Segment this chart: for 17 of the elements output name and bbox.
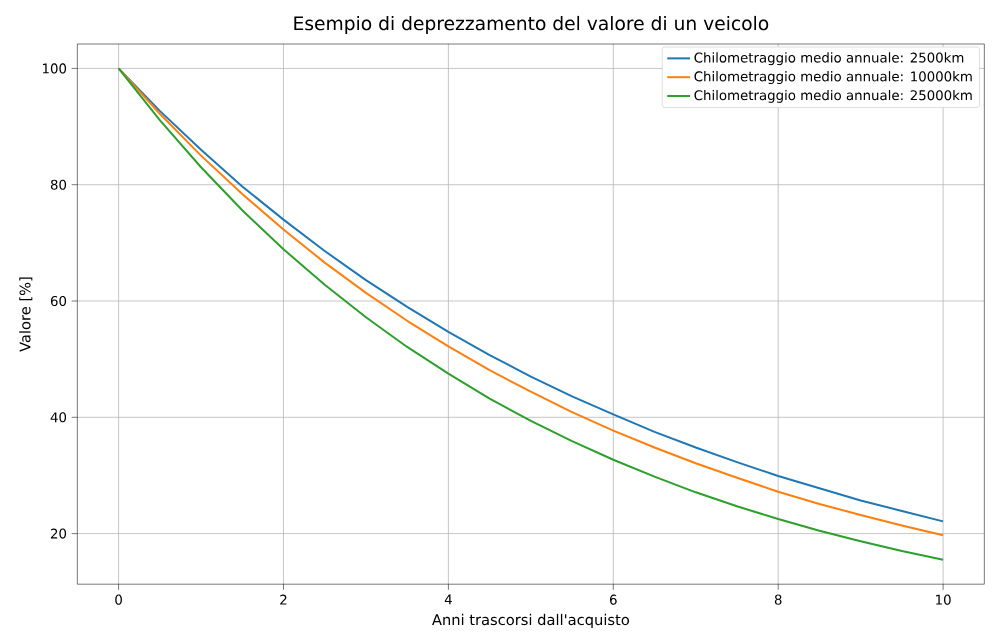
y-tick-label: 20: [50, 528, 67, 539]
legend-label: Chilometraggio medio annuale: 25000km: [694, 89, 972, 103]
y-tick-label: 40: [50, 412, 67, 423]
legend-label: Chilometraggio medio annuale: 2500km: [694, 52, 964, 66]
y-tick-label: 80: [50, 179, 67, 190]
legend-label: Chilometraggio medio annuale: 10000km: [694, 71, 972, 85]
x-axis-title: Anni trascorsi dall'acquisto: [432, 613, 629, 629]
x-tick-label: 8: [774, 594, 782, 605]
x-tick-label: 2: [280, 594, 287, 605]
y-axis-title: Valore [%]: [19, 277, 33, 352]
x-tick-label: 10: [936, 594, 951, 605]
y-tick-label: 60: [50, 296, 67, 307]
x-tick-label: 4: [444, 594, 452, 605]
x-tick-label: 6: [609, 594, 617, 605]
y-tick-label: 100: [42, 63, 67, 74]
x-tick-label: 0: [115, 594, 122, 605]
chart-title: Esempio di deprezzamento del valore di un veicolo: [294, 15, 769, 35]
